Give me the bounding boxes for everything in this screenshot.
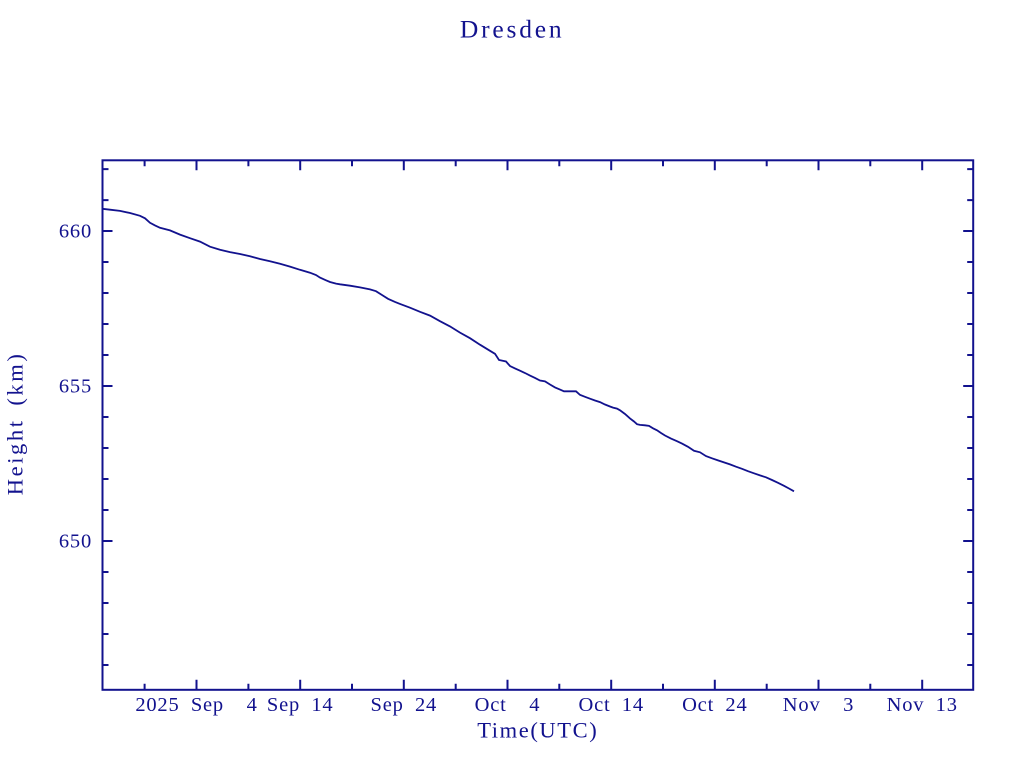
svg-text:Dresden: Dresden <box>460 15 565 44</box>
svg-text:650: 650 <box>59 531 92 553</box>
svg-text:Sep 24: Sep 24 <box>371 694 438 716</box>
svg-text:Sep 14: Sep 14 <box>267 694 334 716</box>
svg-text:Oct 24: Oct 24 <box>682 694 747 716</box>
svg-text:Height (km): Height (km) <box>3 352 28 496</box>
svg-text:Oct 14: Oct 14 <box>578 694 643 716</box>
svg-text:2025 Sep 4: 2025 Sep 4 <box>135 694 257 716</box>
svg-text:Nov 3: Nov 3 <box>783 694 854 716</box>
svg-text:660: 660 <box>59 221 92 243</box>
svg-text:Time(UTC): Time(UTC) <box>477 718 598 743</box>
svg-text:655: 655 <box>59 376 92 398</box>
svg-text:Oct 4: Oct 4 <box>475 694 541 716</box>
svg-text:Nov 13: Nov 13 <box>887 694 958 716</box>
